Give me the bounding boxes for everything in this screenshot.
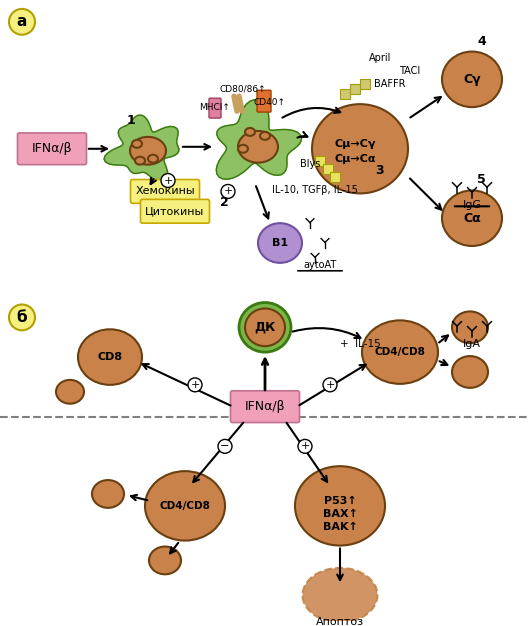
Text: Cγ: Cγ (463, 73, 481, 86)
Ellipse shape (78, 329, 142, 385)
Text: Cμ→Cα: Cμ→Cα (334, 154, 376, 164)
FancyBboxPatch shape (209, 98, 221, 118)
Ellipse shape (149, 546, 181, 574)
FancyBboxPatch shape (323, 163, 333, 173)
Text: P53↑: P53↑ (324, 496, 356, 506)
Text: +: + (223, 187, 233, 197)
FancyBboxPatch shape (315, 156, 325, 166)
FancyBboxPatch shape (257, 90, 271, 112)
FancyBboxPatch shape (330, 172, 340, 182)
Text: +  IL-15: + IL-15 (340, 339, 381, 349)
Ellipse shape (260, 132, 270, 140)
Text: IgA: IgA (463, 339, 481, 349)
Ellipse shape (442, 190, 502, 246)
Text: BAK↑: BAK↑ (323, 521, 357, 531)
FancyBboxPatch shape (350, 85, 360, 95)
Text: TACI: TACI (400, 66, 421, 76)
Text: +: + (190, 380, 200, 390)
Ellipse shape (239, 302, 291, 352)
Text: −: − (220, 441, 229, 451)
Text: б: б (16, 310, 28, 325)
Text: а: а (17, 14, 27, 29)
Text: BAFFR: BAFFR (374, 80, 406, 90)
Text: 2: 2 (220, 197, 229, 209)
FancyBboxPatch shape (340, 90, 350, 99)
Ellipse shape (295, 466, 385, 545)
Circle shape (298, 439, 312, 453)
Circle shape (188, 378, 202, 392)
Text: IL-10, TGFβ, IL-15: IL-10, TGFβ, IL-15 (272, 185, 358, 195)
FancyBboxPatch shape (130, 180, 199, 203)
Ellipse shape (442, 51, 502, 107)
Text: B1: B1 (272, 238, 288, 248)
Text: Апоптоз: Апоптоз (316, 617, 364, 626)
Text: IgG: IgG (463, 200, 481, 210)
Text: 5: 5 (477, 173, 486, 187)
Circle shape (9, 9, 35, 34)
Text: +: + (301, 441, 310, 451)
Text: aytoAT: aytoAT (303, 260, 337, 270)
Circle shape (161, 173, 175, 187)
Text: April: April (369, 53, 391, 63)
Ellipse shape (130, 137, 166, 165)
Text: BAX↑: BAX↑ (322, 509, 358, 519)
Ellipse shape (362, 321, 438, 384)
Polygon shape (104, 115, 179, 182)
Circle shape (9, 304, 35, 331)
Circle shape (218, 439, 232, 453)
Text: CD8: CD8 (98, 352, 122, 362)
Ellipse shape (148, 155, 158, 163)
FancyBboxPatch shape (140, 199, 209, 223)
Ellipse shape (92, 480, 124, 508)
Text: Cα: Cα (463, 212, 481, 225)
Text: CD4/CD8: CD4/CD8 (160, 501, 210, 511)
Text: Cμ→Cγ: Cμ→Cγ (334, 139, 376, 149)
Text: +: + (325, 380, 334, 390)
Polygon shape (216, 100, 302, 179)
Ellipse shape (452, 356, 488, 388)
Ellipse shape (245, 309, 285, 346)
Circle shape (323, 378, 337, 392)
Ellipse shape (452, 312, 488, 343)
Text: IFNα/β: IFNα/β (245, 400, 285, 413)
FancyBboxPatch shape (231, 391, 299, 423)
Ellipse shape (303, 568, 377, 622)
Ellipse shape (132, 140, 142, 148)
FancyBboxPatch shape (17, 133, 86, 165)
Ellipse shape (238, 145, 248, 153)
Text: 1: 1 (127, 114, 136, 127)
Text: CD80/86↑: CD80/86↑ (220, 85, 266, 94)
Ellipse shape (56, 380, 84, 404)
Ellipse shape (258, 223, 302, 263)
Text: 4: 4 (477, 34, 486, 48)
Text: Blys: Blys (300, 158, 320, 168)
Text: +: + (163, 175, 173, 185)
Text: CD40↑: CD40↑ (254, 98, 286, 106)
FancyBboxPatch shape (360, 80, 370, 90)
Text: CD4/CD8: CD4/CD8 (375, 347, 426, 357)
Text: Хемокины: Хемокины (135, 187, 195, 197)
Text: 3: 3 (375, 163, 384, 177)
Ellipse shape (245, 128, 255, 136)
Circle shape (221, 185, 235, 198)
Text: ДК: ДК (254, 321, 276, 334)
Ellipse shape (145, 471, 225, 541)
Text: IFNα/β: IFNα/β (32, 142, 72, 155)
Text: MHCI↑: MHCI↑ (200, 103, 231, 111)
Ellipse shape (135, 156, 145, 165)
Ellipse shape (238, 131, 278, 163)
Ellipse shape (312, 104, 408, 193)
Text: Цитокины: Цитокины (145, 207, 205, 216)
